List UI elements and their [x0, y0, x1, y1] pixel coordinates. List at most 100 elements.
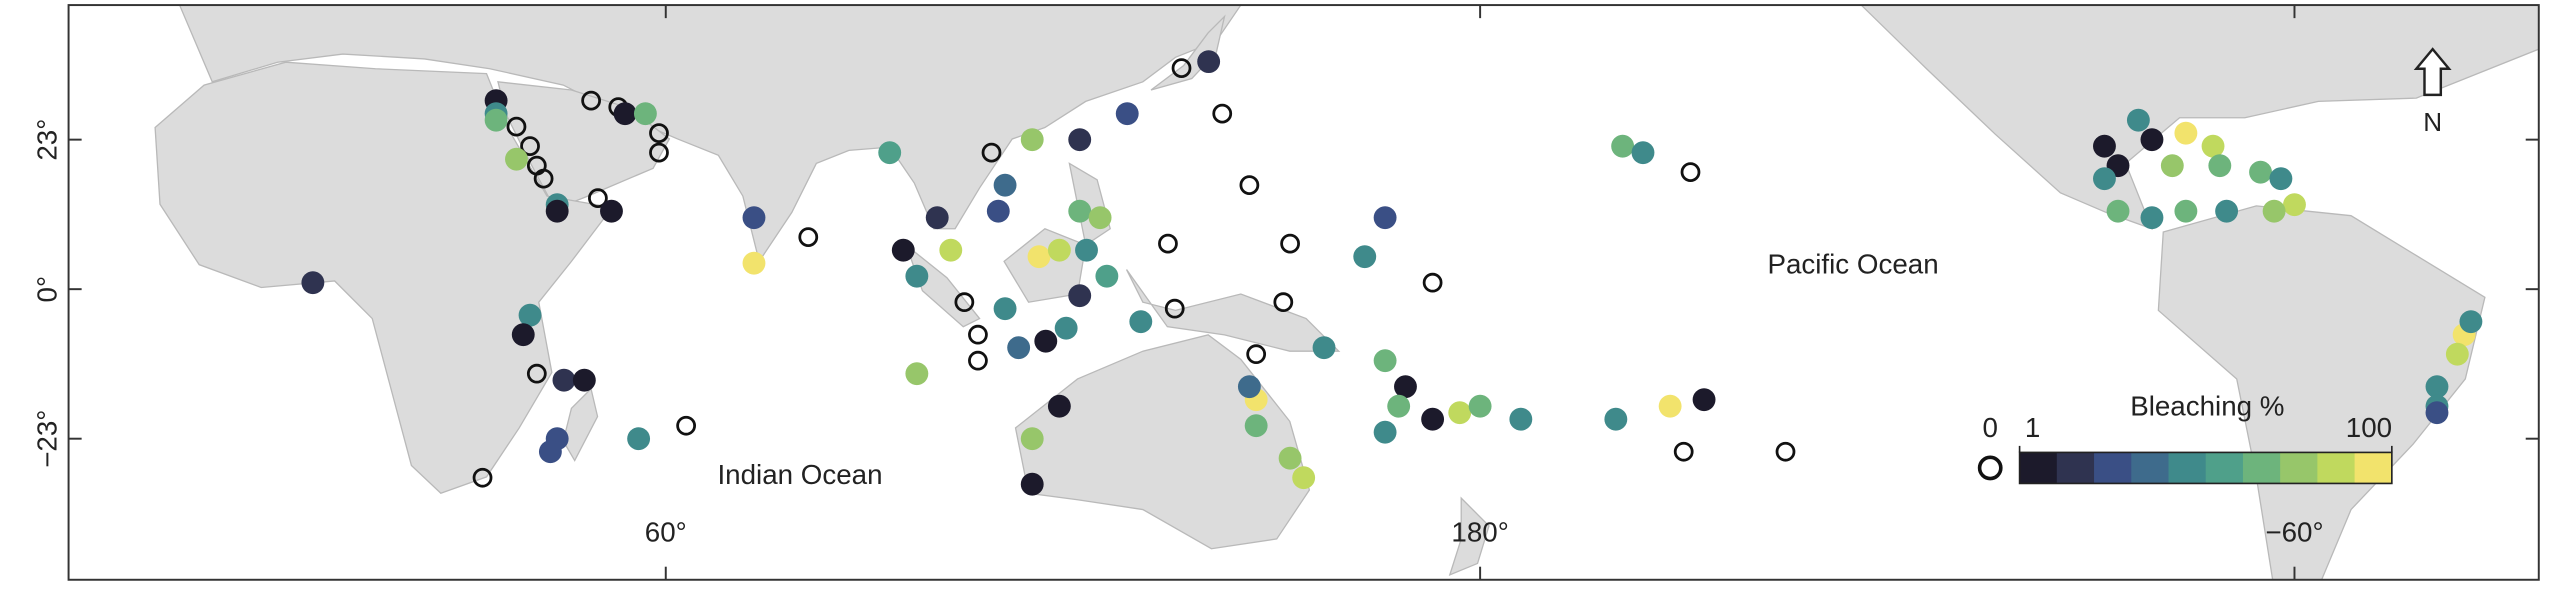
- reef-point: [538, 440, 562, 464]
- points: [301, 50, 2483, 496]
- reef-point: [2283, 193, 2306, 217]
- reef-point: [649, 142, 669, 163]
- reef-point: [533, 168, 554, 189]
- reef-point: [1088, 206, 1112, 230]
- reef-point: [506, 116, 527, 137]
- reef-point: [2174, 121, 2198, 145]
- reef-point: [1387, 394, 1411, 418]
- colorbar-swatch: [2094, 452, 2132, 484]
- reef-point: [1075, 238, 1098, 262]
- north-arrow: [2413, 47, 2452, 97]
- reef-point: [676, 415, 696, 436]
- reef-point: [472, 467, 493, 488]
- reef-point: [2215, 199, 2239, 223]
- reef-point: [968, 324, 988, 345]
- colorbar-swatch: [2131, 452, 2169, 484]
- reef-point: [518, 303, 542, 327]
- reef-point: [1054, 316, 1078, 340]
- reef-point: [1020, 128, 1044, 152]
- colorbar-tick-label: 1: [2025, 412, 2040, 443]
- reef-point: [1394, 375, 1417, 399]
- reef-point: [993, 173, 1017, 197]
- reef-point: [1171, 58, 1192, 79]
- reef-point: [1047, 238, 1071, 262]
- reef-point: [1373, 206, 1397, 230]
- reef-point: [1095, 264, 1119, 288]
- reef-point: [2093, 167, 2116, 191]
- reef-point: [1034, 329, 1058, 353]
- reef-point: [1280, 233, 1300, 254]
- colorbar-swatch: [2168, 452, 2207, 484]
- reef-point: [1068, 284, 1092, 308]
- x-tick-label: 60°: [645, 516, 687, 547]
- y-tick-label: −23°: [31, 410, 62, 468]
- reef-point: [1047, 394, 1071, 418]
- x-tick-label: 180°: [1451, 516, 1508, 547]
- reef-point: [1509, 407, 1533, 431]
- reef-point: [588, 188, 608, 209]
- reef-point: [1673, 441, 1694, 462]
- reef-point: [1158, 233, 1178, 254]
- reef-point: [798, 227, 819, 248]
- reef-point: [954, 292, 975, 313]
- reef-point: [581, 90, 601, 111]
- reef-point: [2269, 167, 2293, 191]
- legend-title: Bleaching %: [2130, 391, 2284, 422]
- reef-point: [1373, 420, 1397, 444]
- reef-point: [301, 271, 325, 295]
- reef-point: [2140, 206, 2164, 230]
- reef-point: [2262, 199, 2286, 223]
- new-zealand: [1448, 496, 1490, 577]
- land: [154, 4, 2540, 581]
- reef-point: [1658, 394, 1682, 418]
- reef-point: [627, 427, 651, 451]
- reef-point: [505, 147, 528, 171]
- reef-point: [1237, 375, 1261, 399]
- reef-point: [1020, 472, 1044, 496]
- reef-point: [1068, 199, 1092, 223]
- asia-europe: [178, 4, 1243, 263]
- colorbar-swatch: [2354, 452, 2393, 484]
- reef-point: [1422, 272, 1443, 293]
- legend-zero-marker: [1977, 455, 2003, 481]
- reef-point: [511, 323, 535, 347]
- reef-point: [484, 108, 508, 132]
- reef-point: [1239, 175, 1260, 196]
- reef-point: [1604, 407, 1628, 431]
- reef-point: [742, 251, 766, 275]
- reef-point: [2425, 401, 2449, 425]
- reef-point: [1680, 162, 1701, 183]
- reef-point: [1115, 102, 1139, 126]
- y-tick-label: 0°: [31, 276, 62, 303]
- reef-point: [986, 199, 1010, 223]
- colorbar-swatch: [2019, 452, 2058, 484]
- reef-point: [981, 142, 1002, 163]
- reef-point: [925, 206, 949, 230]
- reef-point: [905, 264, 929, 288]
- reef-point: [1421, 407, 1445, 431]
- reef-point: [2140, 128, 2164, 152]
- reef-point: [2445, 342, 2469, 366]
- reef-point: [905, 362, 929, 386]
- ocean-label: Indian Ocean: [717, 459, 882, 490]
- reef-point: [2174, 199, 2198, 223]
- colorbar-swatch: [2280, 452, 2318, 484]
- colorbar-swatch: [2242, 452, 2281, 484]
- reef-point: [1212, 103, 1233, 124]
- reef-point: [1273, 292, 1294, 313]
- reef-point: [613, 102, 637, 126]
- reef-point: [993, 297, 1017, 321]
- legend: Bleaching % 1 100 0: [1977, 391, 2393, 485]
- reef-point: [2160, 154, 2184, 178]
- reef-point: [526, 363, 547, 384]
- reef-point: [1007, 336, 1031, 360]
- reef-point: [2459, 310, 2483, 334]
- reef-point: [1164, 298, 1185, 319]
- reef-point: [1353, 245, 1377, 269]
- reef-point: [1468, 394, 1492, 418]
- reef-point: [2249, 160, 2272, 184]
- reef-point: [2106, 199, 2130, 223]
- colorbar-swatch: [2317, 452, 2356, 484]
